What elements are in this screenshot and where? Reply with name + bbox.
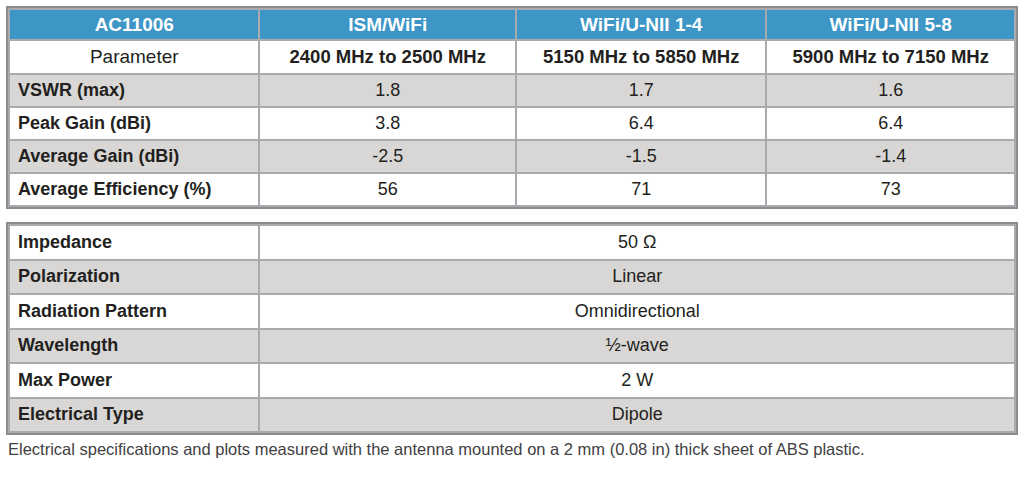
row-label: Impedance	[9, 225, 259, 260]
table-row-impedance: Impedance 50 Ω	[9, 225, 1015, 260]
cell-value: -1.5	[516, 140, 766, 173]
table-row-max-power: Max Power 2 W	[9, 363, 1015, 398]
table-row-electrical-type: Electrical Type Dipole	[9, 398, 1015, 433]
row-label: Wavelength	[9, 329, 259, 364]
cell-value: -2.5	[259, 140, 516, 173]
cell-value: 50 Ω	[259, 225, 1015, 260]
cell-value: 3.8	[259, 107, 516, 140]
row-label: Peak Gain (dBi)	[9, 107, 259, 140]
row-label: Radiation Pattern	[9, 294, 259, 329]
cell-value: 1.7	[516, 74, 766, 107]
row-label: Average Gain (dBi)	[9, 140, 259, 173]
general-spec-table: Impedance 50 Ω Polarization Linear Radia…	[6, 222, 1018, 435]
cell-value: 1.6	[766, 74, 1015, 107]
cell-value: Linear	[259, 260, 1015, 295]
cell-value: 56	[259, 173, 516, 206]
cell-value: 73	[766, 173, 1015, 206]
band-header-ism-wifi: ISM/WiFi	[259, 9, 516, 40]
cell-value: ½-wave	[259, 329, 1015, 364]
band-header-unii-1-4: WiFi/U-NII 1-4	[516, 9, 766, 40]
band-spec-table: AC11006 ISM/WiFi WiFi/U-NII 1-4 WiFi/U-N…	[8, 8, 1016, 207]
row-label: Electrical Type	[9, 398, 259, 433]
cell-value: 2 W	[259, 363, 1015, 398]
electrical-spec-band-table: AC11006 ISM/WiFi WiFi/U-NII 1-4 WiFi/U-N…	[6, 6, 1018, 209]
spec-sheet-page: AC11006 ISM/WiFi WiFi/U-NII 1-4 WiFi/U-N…	[0, 0, 1024, 459]
general-spec-table-inner: Impedance 50 Ω Polarization Linear Radia…	[8, 224, 1016, 433]
row-label: VSWR (max)	[9, 74, 259, 107]
cell-value: 6.4	[516, 107, 766, 140]
parameter-column-title: Parameter	[9, 40, 259, 74]
part-number-header: AC11006	[9, 9, 259, 40]
table-row-radiation-pattern: Radiation Pattern Omnidirectional	[9, 294, 1015, 329]
row-label: Average Efficiency (%)	[9, 173, 259, 206]
measurement-footnote: Electrical specifications and plots meas…	[8, 440, 1018, 459]
row-label: Polarization	[9, 260, 259, 295]
cell-value: 6.4	[766, 107, 1015, 140]
freq-range-ism-wifi: 2400 MHz to 2500 MHz	[259, 40, 516, 74]
table-row-polarization: Polarization Linear	[9, 260, 1015, 295]
table-row-average-gain: Average Gain (dBi) -2.5 -1.5 -1.4	[9, 140, 1015, 173]
freq-range-unii-5-8: 5900 MHz to 7150 MHz	[766, 40, 1015, 74]
table-row-vswr: VSWR (max) 1.8 1.7 1.6	[9, 74, 1015, 107]
cell-value: -1.4	[766, 140, 1015, 173]
table-header-row: AC11006 ISM/WiFi WiFi/U-NII 1-4 WiFi/U-N…	[9, 9, 1015, 40]
table-row-peak-gain: Peak Gain (dBi) 3.8 6.4 6.4	[9, 107, 1015, 140]
cell-value: 1.8	[259, 74, 516, 107]
row-label: Max Power	[9, 363, 259, 398]
freq-range-unii-1-4: 5150 MHz to 5850 MHz	[516, 40, 766, 74]
band-header-unii-5-8: WiFi/U-NII 5-8	[766, 9, 1015, 40]
cell-value: 71	[516, 173, 766, 206]
table-row-wavelength: Wavelength ½-wave	[9, 329, 1015, 364]
cell-value: Omnidirectional	[259, 294, 1015, 329]
cell-value: Dipole	[259, 398, 1015, 433]
table-row-average-efficiency: Average Efficiency (%) 56 71 73	[9, 173, 1015, 206]
parameter-row: Parameter 2400 MHz to 2500 MHz 5150 MHz …	[9, 40, 1015, 74]
